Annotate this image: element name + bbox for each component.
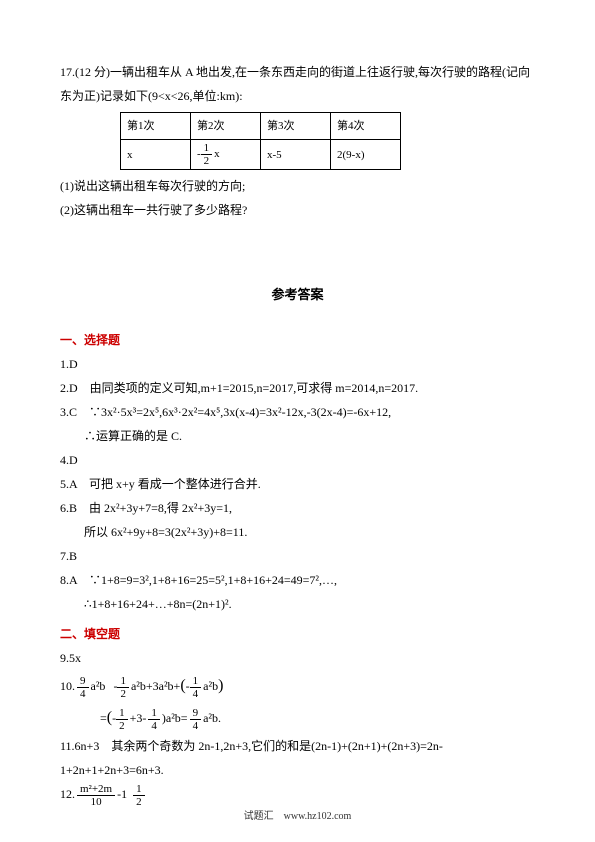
text: a²b — [203, 679, 218, 693]
text: a²b. — [203, 711, 221, 725]
num: 1 — [133, 783, 145, 796]
frac: 94 — [190, 707, 202, 732]
th4: 第4次 — [331, 113, 401, 140]
num: 9 — [77, 675, 89, 688]
text: )a²b= — [162, 711, 188, 725]
label: 12. — [60, 787, 75, 801]
answer-6-line2: 所以 6x²+9y+8=3(2x²+3y)+8=11. — [60, 520, 535, 544]
frac: 12 — [116, 707, 128, 732]
frac: m²+2m10 — [77, 783, 115, 808]
answer-8-line2: ∴1+8+16+24+…+8n=(2n+1)². — [60, 592, 535, 616]
eq: = — [100, 711, 107, 725]
answer-3-line1: 3.C ∵3x²·5x³=2x⁵,6x³·2x²=4x⁵,3x(x-4)=3x²… — [60, 400, 535, 424]
answer-11-line1: 11.6n+3 其余两个奇数为 2n-1,2n+3,它们的和是(2n-1)+(2… — [60, 734, 535, 758]
th1: 第1次 — [121, 113, 191, 140]
question-17: 17.(12 分)一辆出租车从 A 地出发,在一条东西走向的街道上往返行驶,每次… — [60, 60, 535, 222]
answer-10-line2: =(-12+3-14)a²b=94a²b. — [60, 702, 535, 734]
frac: 12 — [133, 783, 145, 808]
text: +3- — [130, 711, 147, 725]
q17-sub2: (2)这辆出租车一共行驶了多少路程? — [60, 198, 535, 222]
answer-7: 7.B — [60, 544, 535, 568]
answer-10-line1: 10.94a²b-12a²b+3a²b+(-14a²b) — [60, 670, 535, 702]
td3: x-5 — [261, 140, 331, 170]
th2: 第2次 — [191, 113, 261, 140]
suffix: x — [214, 148, 220, 160]
den: 2 — [117, 688, 129, 700]
answer-8-line1: 8.A ∵1+8=9=3²,1+8+16=25=5²,1+8+16+24=49=… — [60, 568, 535, 592]
answer-6-line1: 6.B 由 2x²+3y+7=8,得 2x²+3y=1, — [60, 496, 535, 520]
trip-table: 第1次 第2次 第3次 第4次 x -12x x-5 2(9-x) — [120, 112, 401, 170]
section-2-heading: 二、填空题 — [60, 622, 535, 646]
num: 1 — [201, 142, 213, 155]
table-row: x -12x x-5 2(9-x) — [121, 140, 401, 170]
den: 4 — [190, 720, 202, 732]
answer-2: 2.D 由同类项的定义可知,m+1=2015,n=2017,可求得 m=2014… — [60, 376, 535, 400]
td2: -12x — [191, 140, 261, 170]
q17-line1: 17.(12 分)一辆出租车从 A 地出发,在一条东西走向的街道上往返行驶,每次… — [60, 60, 535, 84]
table-row: 第1次 第2次 第3次 第4次 — [121, 113, 401, 140]
num: 9 — [190, 707, 202, 720]
den: 2 — [201, 155, 213, 167]
answer-9: 9.5x — [60, 646, 535, 670]
q17-line2: 东为正)记录如下(9<x<26,单位:km): — [60, 84, 535, 108]
th3: 第3次 — [261, 113, 331, 140]
text: a²b — [91, 679, 106, 693]
q17-sub1: (1)说出这辆出租车每次行驶的方向; — [60, 174, 535, 198]
answer-1: 1.D — [60, 352, 535, 376]
section-1-heading: 一、选择题 — [60, 328, 535, 352]
frac: 12 — [117, 675, 129, 700]
den: 4 — [77, 688, 89, 700]
answer-title: 参考答案 — [60, 282, 535, 308]
den: 4 — [190, 688, 202, 700]
answer-11-line2: 1+2n+1+2n+3=6n+3. — [60, 758, 535, 782]
td1: x — [121, 140, 191, 170]
num: 1 — [117, 675, 129, 688]
answer-12: 12.m²+2m10-1 12 — [60, 782, 535, 808]
num: 1 — [190, 675, 202, 688]
frac: 14 — [190, 675, 202, 700]
num: 1 — [116, 707, 128, 720]
answer-3-line2: ∴运算正确的是 C. — [60, 424, 535, 448]
frac: 94 — [77, 675, 89, 700]
label: 10. — [60, 679, 75, 693]
den: 2 — [116, 720, 128, 732]
answer-5: 5.A 可把 x+y 看成一个整体进行合并. — [60, 472, 535, 496]
page-footer: 试题汇 www.hz102.com — [0, 807, 595, 822]
text: -1 — [117, 787, 127, 801]
num: m²+2m — [77, 783, 115, 796]
num: 1 — [148, 707, 160, 720]
text: a²b+3a²b+ — [131, 679, 180, 693]
den: 4 — [148, 720, 160, 732]
td4: 2(9-x) — [331, 140, 401, 170]
frac: 12 — [201, 142, 213, 167]
frac: 14 — [148, 707, 160, 732]
answer-4: 4.D — [60, 448, 535, 472]
